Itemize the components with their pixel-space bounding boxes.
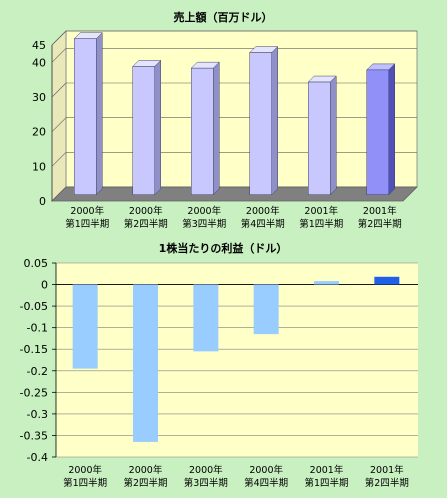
chart1-x-label: 第2四半期: [124, 218, 168, 230]
chart2-bar: [253, 284, 279, 335]
chart1-y-tick: 30: [32, 91, 46, 104]
chart2-x-label: 第1四半期: [63, 477, 107, 489]
chart1-y-tick: 20: [32, 126, 46, 139]
chart2-x-label: 2000年: [249, 464, 283, 476]
chart1-y-tick: 45: [32, 39, 46, 52]
chart1-y-tick: 40: [32, 56, 46, 69]
chart2-bar: [72, 284, 98, 369]
chart2-x-label: 第2四半期: [123, 477, 167, 489]
chart1-bar: [249, 52, 272, 195]
chart1-x-label: 第4四半期: [241, 218, 285, 230]
chart1-bar-side: [388, 63, 395, 196]
chart2-x-label: 第1四半期: [304, 477, 348, 489]
chart2-x-label: 2000年: [68, 464, 102, 476]
chart2-y-tick: -0.35: [20, 429, 48, 442]
chart1-x-label: 第1四半期: [65, 218, 109, 230]
chart1-bar-side: [213, 61, 220, 196]
chart1-bar-side: [96, 32, 103, 196]
chart1-x-label: 第1四半期: [299, 218, 343, 230]
chart1-bar: [132, 66, 155, 195]
chart1-x-label: 第2四半期: [358, 218, 402, 230]
chart1-x-label: 第3四半期: [182, 218, 226, 230]
chart1-gridline-side: [51, 30, 67, 46]
chart1-title: 売上額（百万ドル）: [174, 10, 273, 24]
chart2-bar: [193, 284, 219, 352]
chart1-bar: [366, 69, 389, 195]
chart1-gridline-side: [51, 117, 67, 132]
chart1-gridline-side: [51, 48, 67, 63]
chart2-x-label: 2001年: [310, 464, 344, 476]
chart1-bar-side: [271, 45, 278, 196]
chart2-y-tick: 0: [41, 279, 48, 292]
chart2-x-label: 2000年: [189, 464, 223, 476]
chart1-y-tick: 0: [39, 195, 46, 208]
chart2-y-tick: -0.2: [27, 365, 48, 378]
chart2-y-tick: 0.05: [24, 257, 49, 270]
chart2-x-label: 2000年: [129, 464, 163, 476]
chart2-title: 1株当たりの利益（ドル）: [159, 241, 288, 255]
chart1-x-label: 2000年: [70, 205, 104, 217]
chart1-side-wall: [51, 30, 67, 202]
chart2-y-tick: -0.4: [27, 451, 48, 464]
chart2-bar: [374, 276, 400, 285]
chart1-y-tick: 10: [32, 160, 46, 173]
chart1-x-label: 2001年: [363, 205, 397, 217]
chart2-y-tick: -0.1: [27, 322, 48, 335]
chart1-x-label: 2001年: [304, 205, 338, 217]
chart2-y-tick: -0.3: [27, 408, 48, 421]
chart2-y-tick: -0.15: [20, 343, 48, 356]
chart1-bar: [308, 81, 331, 195]
chart2-x-label: 第4四半期: [244, 477, 288, 489]
chart2-x-label: 第3四半期: [184, 477, 228, 489]
chart1-x-label: 2000年: [129, 205, 163, 217]
chart2-plot-area: [56, 263, 418, 457]
chart2-x-label: 2001年: [370, 464, 404, 476]
chart2-x-label: 第2四半期: [365, 477, 409, 489]
chart1-x-label: 2000年: [246, 205, 280, 217]
chart1-gridline-side: [51, 82, 67, 98]
chart2-y-tick: -0.05: [20, 300, 48, 313]
chart1-x-label: 2000年: [187, 205, 221, 217]
chart1-bar-side: [330, 75, 337, 196]
chart1-back-wall: [65, 30, 418, 188]
chart1-bar-side: [154, 59, 161, 196]
chart1-bar: [191, 67, 214, 195]
chart1-floor: [51, 186, 418, 202]
chart2-y-tick: -0.25: [20, 386, 48, 399]
chart2-bar: [133, 284, 158, 442]
chart1-bar: [74, 38, 97, 195]
chart1-gridline-side: [51, 152, 67, 167]
chart2-bar: [314, 281, 339, 285]
